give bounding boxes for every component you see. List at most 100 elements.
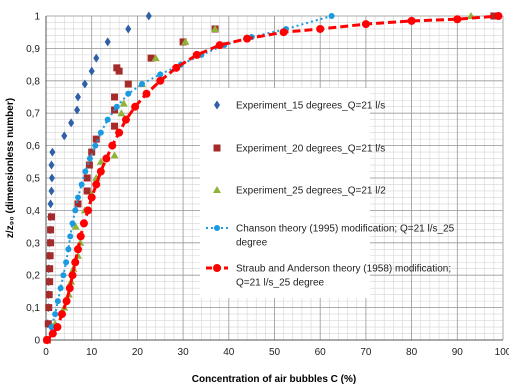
data-point <box>102 154 111 163</box>
data-point <box>83 187 91 195</box>
data-point <box>48 324 55 331</box>
legend-box <box>200 88 370 298</box>
data-point <box>142 89 151 98</box>
data-point <box>73 245 82 254</box>
data-point <box>316 24 325 33</box>
legend-label: Chanson theory (1995) modification; Q=21… <box>236 224 455 235</box>
legend-marker <box>214 100 220 110</box>
data-point <box>53 323 62 332</box>
data-point <box>125 24 132 34</box>
legend-label: Experiment_20 degrees_Q=21 l/s <box>236 144 385 155</box>
legend: Experiment_15 degrees_Q=21 l/s Experiment… <box>200 88 455 298</box>
data-point <box>45 291 53 299</box>
y-tick-label: 0,7 <box>26 109 40 120</box>
data-point <box>361 20 370 29</box>
data-point <box>87 193 96 202</box>
data-point <box>104 116 111 123</box>
data-point <box>88 66 95 76</box>
legend-label: Straub and Anderson theory (1958) modifi… <box>236 264 451 275</box>
x-tick-label: 90 <box>452 347 464 358</box>
data-point <box>97 129 104 136</box>
data-point <box>46 252 54 260</box>
data-point <box>86 155 93 162</box>
x-tick-label: 50 <box>269 347 281 358</box>
series-5 <box>42 12 503 344</box>
data-point <box>44 320 52 328</box>
x-tick-label: 40 <box>223 347 235 358</box>
data-point <box>92 142 99 149</box>
data-point <box>63 259 70 266</box>
data-point <box>71 222 80 230</box>
data-point <box>172 63 181 72</box>
legend-entry: Experiment_20 degrees_Q=21 l/s <box>213 144 385 155</box>
data-point <box>49 147 56 157</box>
data-point <box>490 12 498 20</box>
data-point <box>121 115 130 124</box>
data-point <box>124 80 132 88</box>
data-point <box>113 103 120 110</box>
data-point <box>65 246 72 253</box>
data-point <box>328 13 335 19</box>
x-tick-label: 60 <box>315 347 327 358</box>
x-tick-label: 30 <box>178 347 190 358</box>
legend-marker <box>213 144 221 152</box>
data-point <box>57 285 64 292</box>
data-point <box>74 105 81 115</box>
data-point <box>76 232 85 241</box>
data-point <box>42 336 51 344</box>
data-point <box>60 272 67 279</box>
data-point <box>138 81 145 88</box>
y-tick-label: 1 <box>34 12 40 23</box>
data-point <box>48 160 55 170</box>
data-point <box>46 278 54 286</box>
data-point <box>192 50 201 59</box>
data-point <box>181 37 190 45</box>
data-point <box>52 311 59 318</box>
data-point <box>84 206 93 215</box>
data-point <box>74 92 81 102</box>
data-point <box>47 213 55 221</box>
data-point <box>117 109 126 117</box>
data-point <box>125 90 132 97</box>
legend-label: Q=21 l/s_25 degree <box>236 278 325 289</box>
data-point <box>57 310 66 319</box>
data-point <box>46 265 54 273</box>
legend-label: degree <box>236 238 268 249</box>
data-point <box>96 167 105 176</box>
y-tick-label: 0,5 <box>26 174 40 185</box>
data-point <box>65 284 74 293</box>
data-point <box>243 34 252 43</box>
data-point <box>68 118 75 128</box>
legend-entry: Chanson theory (1995) modification; Q=21… <box>206 224 455 249</box>
data-point <box>74 200 82 208</box>
data-point <box>72 207 79 214</box>
data-point <box>156 76 165 85</box>
y-tick-label: 0 <box>34 336 40 347</box>
data-point <box>279 28 288 37</box>
data-point <box>61 131 68 141</box>
data-point <box>45 304 53 312</box>
y-tick-label: 0,1 <box>26 303 40 314</box>
data-point <box>104 37 111 47</box>
data-point <box>74 194 81 201</box>
data-point <box>110 151 119 159</box>
legend-entry: Straub and Anderson theory (1958) modifi… <box>206 264 451 289</box>
legend-entry: Experiment_15 degrees_Q=21 l/s <box>214 100 385 112</box>
data-point <box>85 161 93 169</box>
data-point <box>131 102 140 111</box>
data-point <box>67 233 74 240</box>
data-point <box>111 93 119 101</box>
data-point <box>215 41 224 50</box>
data-point <box>453 15 462 24</box>
series-line <box>45 14 499 342</box>
data-point <box>47 239 55 247</box>
data-point <box>83 174 91 182</box>
data-point <box>407 16 416 25</box>
data-point <box>48 329 57 338</box>
data-point <box>111 122 119 130</box>
legend-marker <box>214 225 220 231</box>
data-point <box>79 219 88 228</box>
data-point <box>113 64 121 72</box>
data-point <box>494 12 503 20</box>
